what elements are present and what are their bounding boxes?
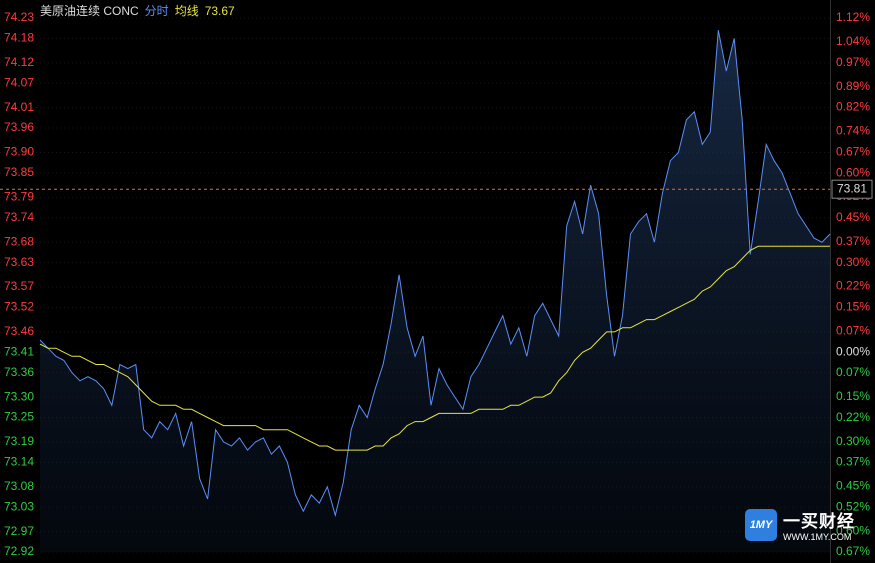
y-tick-label: 73.85 (4, 165, 34, 179)
y2-tick-label: 0.07% (836, 365, 870, 379)
y-tick-label: 72.97 (4, 524, 34, 538)
y2-tick-label: 0.60% (836, 523, 870, 537)
y-tick-label: 73.63 (4, 255, 34, 269)
current-price-box (831, 179, 873, 199)
y2-tick-label: 0.97% (836, 55, 870, 69)
y2-tick-label: 0.15% (836, 300, 870, 314)
average-line (39, 245, 830, 451)
y2-tick-label: 0.60% (836, 165, 870, 179)
y-tick-label: 73.57 (4, 279, 34, 293)
watermark-url: WWW.1MY.COM (783, 532, 852, 542)
y-tick-label: 73.14 (4, 454, 34, 468)
symbol: 美原油连续 CONC (40, 4, 139, 18)
avg-value: 73.67 (204, 4, 235, 18)
price-area (40, 30, 830, 552)
y2-tick-label: 0.22% (836, 279, 870, 293)
y2-tick-label: 0.30% (836, 255, 870, 269)
price-line (39, 30, 831, 518)
y2-tick-label: 1.12% (836, 10, 870, 24)
mode: 分时 (144, 4, 169, 18)
y2-tick-label: 0.52% (836, 499, 870, 513)
current-price-label: 73.81 (837, 181, 867, 195)
y-tick-label: 73.25 (4, 410, 34, 424)
y-tick-label: 73.41 (4, 344, 34, 358)
y-tick-label: 73.03 (4, 499, 34, 513)
y2-tick-label: 0.45% (836, 210, 870, 224)
y2-tick-label: 0.82% (836, 100, 870, 114)
y2-tick-label: 0.07% (836, 323, 870, 337)
y2-tick-label: 0.37% (836, 455, 870, 469)
y2-tick-label: 0.00% (836, 344, 870, 358)
logo: 1MY (745, 508, 777, 541)
y2-tick-label: 0.67% (836, 544, 870, 558)
y2-tick-label: 0.22% (836, 410, 870, 424)
y2-tick-label: 1.04% (836, 34, 870, 48)
y2-tick-label: 0.37% (836, 234, 870, 248)
y-tick-label: 73.96 (4, 120, 34, 134)
y-tick-label: 74.18 (4, 31, 34, 45)
y-tick-label: 74.23 (4, 10, 34, 24)
y-tick-label: 73.79 (4, 190, 34, 204)
y-tick-label: 73.52 (4, 300, 34, 314)
y-tick-label: 73.46 (4, 324, 34, 338)
y2-tick-label: 0.89% (836, 79, 870, 93)
y-tick-label: 74.12 (4, 55, 34, 69)
y-tick-label: 73.68 (4, 234, 34, 248)
y2-tick-label: 0.45% (836, 479, 870, 493)
avg-label: 均线 (174, 4, 199, 18)
y-tick-label: 74.01 (4, 100, 34, 114)
y-tick-label: 74.07 (4, 75, 34, 89)
y-tick-label: 72.92 (4, 544, 34, 558)
y-tick-label: 73.19 (4, 434, 34, 448)
header: 美原油连续 CONC 分时 均线 73.67 (40, 2, 241, 19)
y2-tick-label: 0.15% (836, 389, 870, 403)
y-tick-label: 73.30 (4, 389, 34, 403)
watermark-title: 一买财经 (783, 512, 855, 531)
y2-tick-label: 0.67% (836, 144, 870, 158)
y2-tick-label: 0.30% (836, 434, 870, 448)
y-tick-label: 73.08 (4, 479, 34, 493)
y-tick-label: 73.36 (4, 365, 34, 379)
watermark: 1MY 一买财经 WWW.1MY.COM (745, 507, 855, 542)
y-tick-label: 73.90 (4, 145, 34, 159)
y-tick-label: 73.74 (4, 210, 34, 224)
y2-tick-label: 0.74% (836, 124, 870, 138)
